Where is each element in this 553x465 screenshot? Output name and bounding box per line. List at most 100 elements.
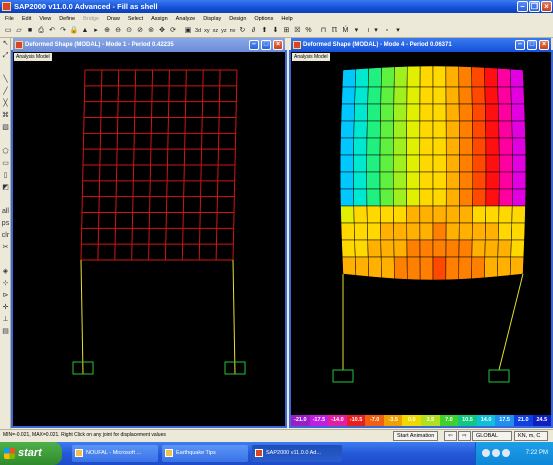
contour-cell <box>393 86 408 105</box>
menu-file[interactable]: File <box>5 15 14 22</box>
menu-options[interactable]: Options <box>254 15 274 22</box>
section-icon[interactable]: Ḿ <box>342 26 349 34</box>
menu-draw[interactable]: Draw <box>107 15 120 22</box>
snap-ends-icon[interactable]: ⊹ <box>2 280 9 287</box>
start-animation-button[interactable]: Start Animation <box>393 431 439 441</box>
snap-lines-icon[interactable]: ▤ <box>2 328 9 335</box>
run-play-icon[interactable]: ▸ <box>94 26 98 34</box>
previous-select-icon[interactable]: ps <box>1 220 10 227</box>
run-analysis-icon[interactable]: ▲ <box>81 26 89 34</box>
view-nv-button[interactable]: nv <box>229 27 236 34</box>
draw-rect-icon[interactable]: ▭ <box>2 160 9 167</box>
draw-link-icon[interactable]: ⌘ <box>2 112 9 119</box>
units-select[interactable]: KN, m, C <box>514 431 548 441</box>
tray-icon[interactable] <box>492 449 500 457</box>
move-down-icon[interactable]: ⬇ <box>272 26 279 34</box>
grid-icon[interactable]: ⊞ <box>283 26 290 34</box>
menu-analyze[interactable]: Analyze <box>175 15 196 22</box>
snap-intersect-icon[interactable]: ✛ <box>2 304 9 311</box>
dropdown-arrow-icon[interactable]: ▾ <box>396 26 400 34</box>
intersect-icon[interactable]: ✂ <box>2 244 9 251</box>
pan-icon[interactable]: ✥ <box>159 26 165 34</box>
close-button[interactable]: × <box>541 1 552 12</box>
tray-icon[interactable] <box>482 449 490 457</box>
legend-value: -17.5 <box>309 415 329 426</box>
new-file-icon[interactable]: ▭ <box>4 26 12 34</box>
menu-display[interactable]: Display <box>203 15 222 22</box>
mode1-window-titlebar[interactable]: Deformed Shape (MODAL) - Mode 1 - Period… <box>13 38 285 52</box>
mode1-window[interactable]: Deformed Shape (MODAL) - Mode 1 - Period… <box>11 38 287 428</box>
tray-icon[interactable] <box>502 449 510 457</box>
dropdown-arrow-icon[interactable]: ▾ <box>374 26 378 34</box>
menu-view[interactable]: View <box>39 15 52 22</box>
beam-icon[interactable]: Ⲡ <box>331 26 337 34</box>
draw-poly-icon[interactable]: ⬠ <box>2 148 9 155</box>
task-earthquake-tips[interactable]: Earthquake Tips <box>162 445 248 462</box>
zoom-window-icon[interactable]: ⊙ <box>126 26 132 34</box>
task-sap2000[interactable]: SAP2000 v11.0.0 Ad... <box>252 445 342 462</box>
refresh-icon[interactable]: ⟳ <box>170 26 176 34</box>
mode4-window[interactable]: Deformed Shape (MODAL) - Mode 4 - Period… <box>289 38 553 428</box>
minimize-button[interactable]: – <box>515 40 525 50</box>
zoom-out-icon[interactable]: ⊖ <box>115 26 121 34</box>
menu-help[interactable]: Help <box>281 15 293 22</box>
rotate-icon[interactable]: ↻ <box>239 26 246 34</box>
pointer-icon[interactable]: ↖ <box>2 40 9 47</box>
close-button[interactable]: × <box>273 40 283 50</box>
column-line <box>80 259 84 375</box>
clear-select-icon[interactable]: clr <box>1 232 10 239</box>
minimize-button[interactable]: – <box>517 1 528 12</box>
zoom-previous-icon[interactable]: ⊘ <box>137 26 143 34</box>
draw-brace-icon[interactable]: ╳ <box>3 100 8 107</box>
print-icon[interactable]: ⎙ <box>38 26 44 34</box>
draw-solid-icon[interactable]: ◩ <box>2 184 9 191</box>
previous-mode-button[interactable]: ⇦ <box>444 431 457 441</box>
3d-view-icon[interactable]: ▣ <box>184 26 192 34</box>
select-all-icon[interactable]: all <box>1 208 9 215</box>
zoom-full-icon[interactable]: ⊚ <box>148 26 154 34</box>
coord-system-select[interactable]: GLOBAL <box>472 431 512 441</box>
percent-icon[interactable]: % <box>305 26 312 34</box>
snap-points-icon[interactable]: ◈ <box>2 268 9 275</box>
contour-cell <box>406 222 421 241</box>
menu-select[interactable]: Select <box>127 15 144 22</box>
task-word[interactable]: NOUFAL - Microsoft ... <box>72 445 158 462</box>
save-icon[interactable]: ■ <box>27 26 33 34</box>
mode4-window-titlebar[interactable]: Deformed Shape (MODAL) - Mode 4 - Period… <box>291 38 551 52</box>
dropdown-arrow-icon[interactable]: ▾ <box>354 26 359 34</box>
perspective-icon[interactable]: ∂ <box>251 26 256 34</box>
menu-assign[interactable]: Assign <box>151 15 168 22</box>
redo-icon[interactable]: ↷ <box>60 26 66 34</box>
view-3d-button[interactable]: 3d <box>195 27 202 34</box>
zoom-in-icon[interactable]: ⊕ <box>104 26 110 34</box>
view-xz-button[interactable]: xz <box>212 27 219 34</box>
view-yz-button[interactable]: yz <box>221 27 227 34</box>
restore-button[interactable]: ❐ <box>529 1 540 12</box>
menu-define[interactable]: Define <box>59 15 76 22</box>
view-xy-button[interactable]: xy <box>204 27 210 34</box>
menu-edit[interactable]: Edit <box>21 15 32 22</box>
menu-design[interactable]: Design <box>229 15 247 22</box>
lock-icon[interactable]: 🔒 <box>69 26 79 34</box>
next-mode-button[interactable]: ⇨ <box>458 431 471 441</box>
display-icon[interactable]: ▫ <box>385 26 389 34</box>
draw-area-icon[interactable]: ▧ <box>2 124 9 131</box>
minimize-button[interactable]: – <box>249 40 259 50</box>
draw-frame-icon[interactable]: ╲ <box>3 76 8 83</box>
snap-perp-icon[interactable]: ⊥ <box>2 316 9 323</box>
move-up-icon[interactable]: ⬆ <box>261 26 268 34</box>
undo-icon[interactable]: ↶ <box>49 26 55 34</box>
open-file-icon[interactable]: ▱ <box>16 26 22 34</box>
close-button[interactable]: × <box>539 40 549 50</box>
maximize-button[interactable]: □ <box>261 40 271 50</box>
maximize-button[interactable]: □ <box>527 40 537 50</box>
contour-cell <box>340 205 355 224</box>
menu-bar: File Edit View Define Bridge Draw Select… <box>0 13 553 24</box>
quick-frame-icon[interactable]: ╱ <box>3 88 8 95</box>
frame-icon[interactable]: ⊓ <box>320 26 327 34</box>
display-options-icon[interactable]: ☒ <box>294 26 301 34</box>
snap-mid-icon[interactable]: ⊳ <box>2 292 9 299</box>
reshape-icon[interactable]: ⤢ <box>2 52 9 59</box>
start-button[interactable]: start <box>0 442 62 465</box>
quick-area-icon[interactable]: ▯ <box>3 172 8 179</box>
